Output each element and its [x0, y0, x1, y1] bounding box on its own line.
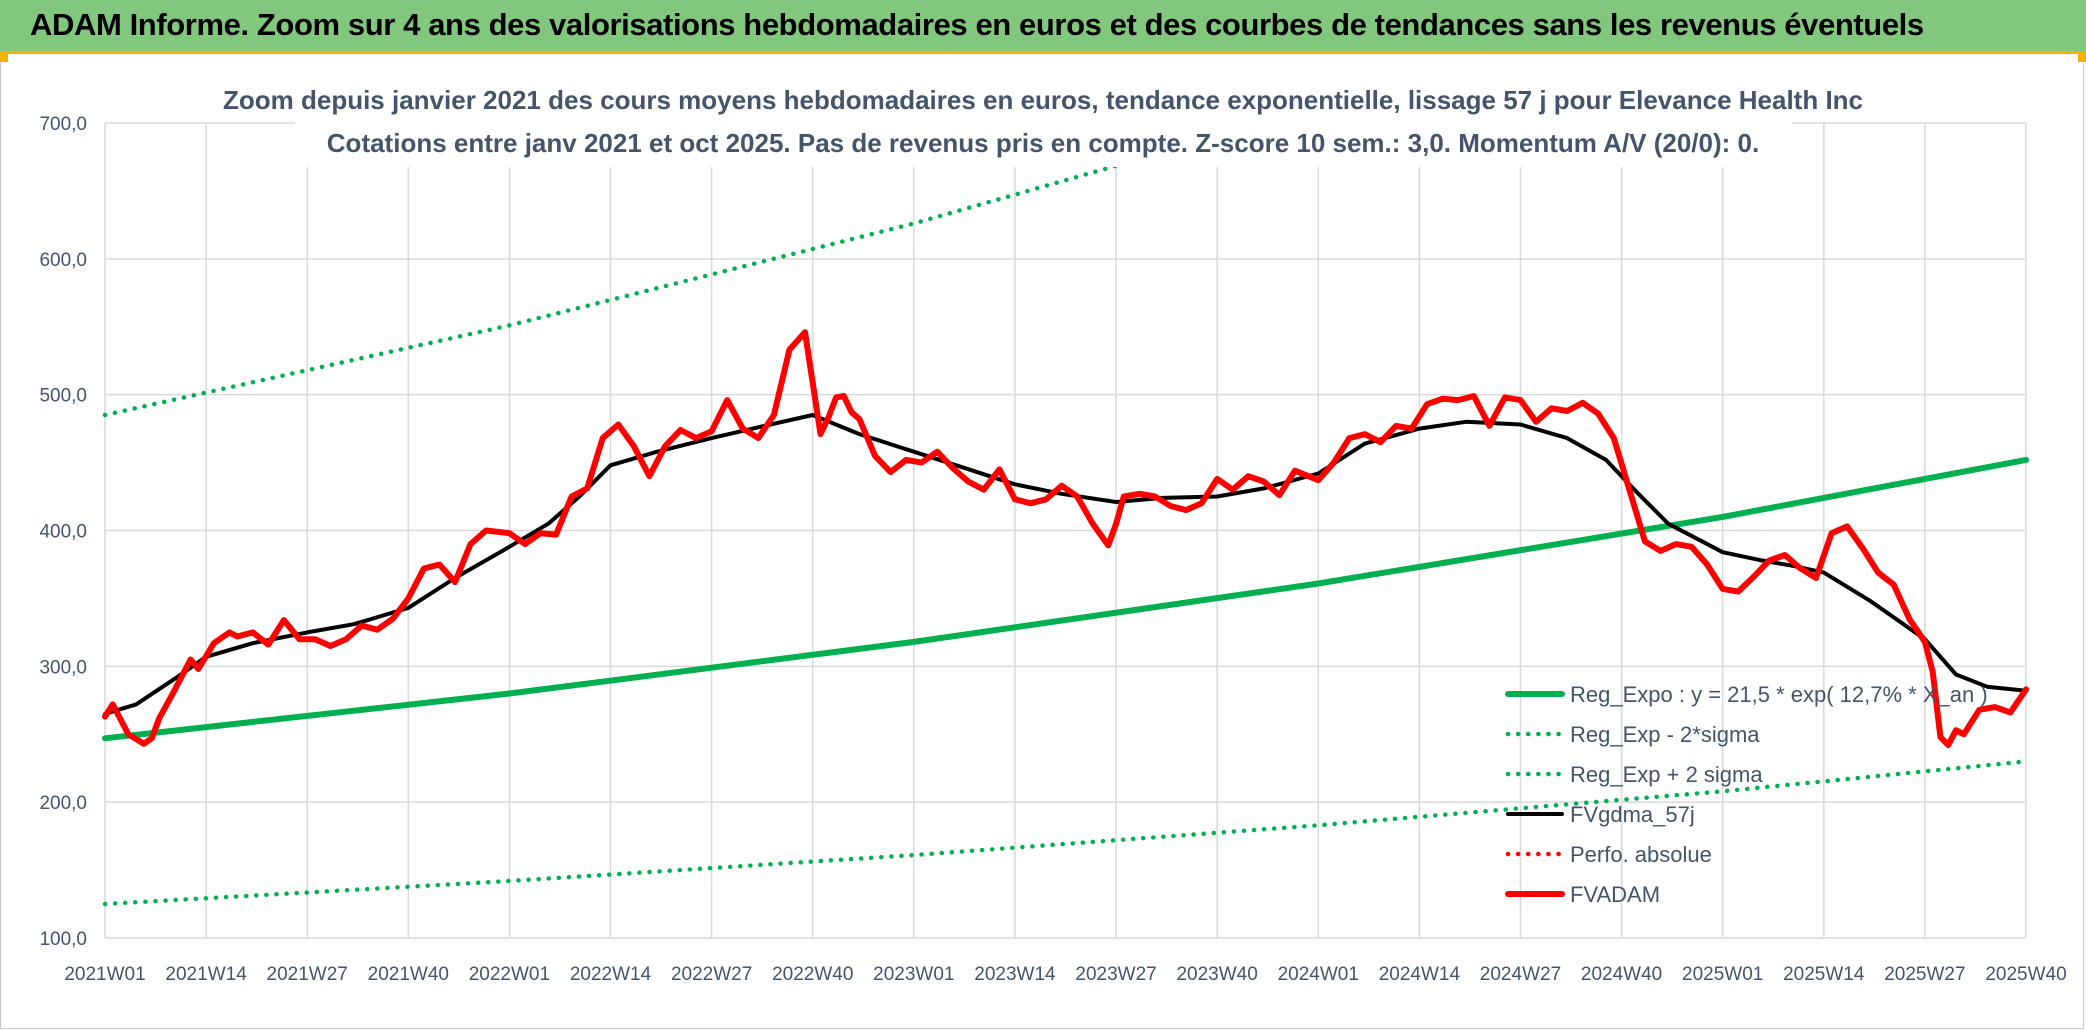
x-tick-label: 2023W01 [873, 964, 954, 985]
x-tick-label: 2022W01 [469, 964, 550, 985]
corner-accent-left [0, 54, 8, 62]
y-tick-label: 400,0 [39, 522, 87, 543]
gridlines [104, 122, 2027, 939]
series-line-fvadam [102, 329, 2029, 749]
x-tick-label: 2024W40 [1581, 964, 1662, 985]
legend-label: Reg_Exp - 2*sigma [1570, 722, 1760, 747]
x-tick-label: 2023W40 [1176, 964, 1257, 985]
x-tick-label: 2021W01 [64, 964, 145, 985]
series-line-fvgdma-57j [103, 413, 2028, 716]
x-tick-label: 2023W14 [974, 964, 1056, 985]
chart-legend: Reg_Expo : y = 21,5 * exp( 12,7% * X_an … [1505, 682, 1988, 907]
x-tick-label: 2025W27 [1884, 964, 1965, 985]
legend-label: Reg_Exp + 2 sigma [1570, 762, 1763, 787]
x-tick-label: 2025W01 [1682, 964, 1763, 985]
x-tick-label: 2021W27 [267, 964, 348, 985]
x-tick-label: 2024W01 [1278, 964, 1359, 985]
x-tick-label: 2025W40 [1985, 964, 2066, 985]
y-tick-label: 300,0 [39, 657, 87, 678]
x-axis-tick-labels: 2021W01 2021W14 2021W27 2021W40 2022W01 2022W… [64, 964, 2066, 985]
report-title: ADAM Informe. Zoom sur 4 ans des valoris… [30, 7, 1924, 42]
chart-title-line1: Zoom depuis janvier 2021 des cours moyen… [223, 85, 1863, 115]
x-tick-label: 2024W14 [1379, 964, 1461, 985]
y-axis-tick-labels: 100,0 200,0 300,0 400,0 500,0 600,0 700,0 [39, 114, 87, 950]
x-tick-label: 2021W14 [165, 964, 247, 985]
x-tick-label: 2025W14 [1783, 964, 1865, 985]
x-tick-label: 2022W40 [772, 964, 853, 985]
legend-label: Perfo. absolue [1570, 842, 1712, 867]
x-tick-label: 2021W40 [368, 964, 449, 985]
series-line-reg-exp-2-sigma [102, 121, 1282, 418]
x-tick-label: 2023W27 [1075, 964, 1156, 985]
x-tick-label: 2022W14 [570, 964, 652, 985]
chart-title-line2: Cotations entre janv 2021 et oct 2025. P… [327, 128, 1759, 158]
report-banner: ADAM Informe. Zoom sur 4 ans des valoris… [0, 0, 2086, 54]
y-tick-label: 500,0 [39, 386, 87, 407]
legend-label: FVADAM [1570, 882, 1660, 907]
subtitle-background [295, 83, 1792, 167]
x-tick-label: 2022W27 [671, 964, 752, 985]
legend-label: FVgdma_57j [1570, 802, 1695, 827]
y-tick-label: 700,0 [39, 114, 87, 135]
corner-accent-right [2078, 54, 2086, 62]
y-tick-label: 100,0 [39, 929, 87, 950]
series-line-reg-expo-y-21-5-exp-12-7-x-an [102, 456, 2029, 742]
legend-label: Reg_Expo : y = 21,5 * exp( 12,7% * X_an … [1570, 682, 1988, 707]
x-tick-label: 2024W27 [1480, 964, 1561, 985]
y-tick-label: 200,0 [39, 793, 87, 814]
series-lines [102, 121, 2029, 907]
y-tick-label: 600,0 [39, 250, 87, 271]
